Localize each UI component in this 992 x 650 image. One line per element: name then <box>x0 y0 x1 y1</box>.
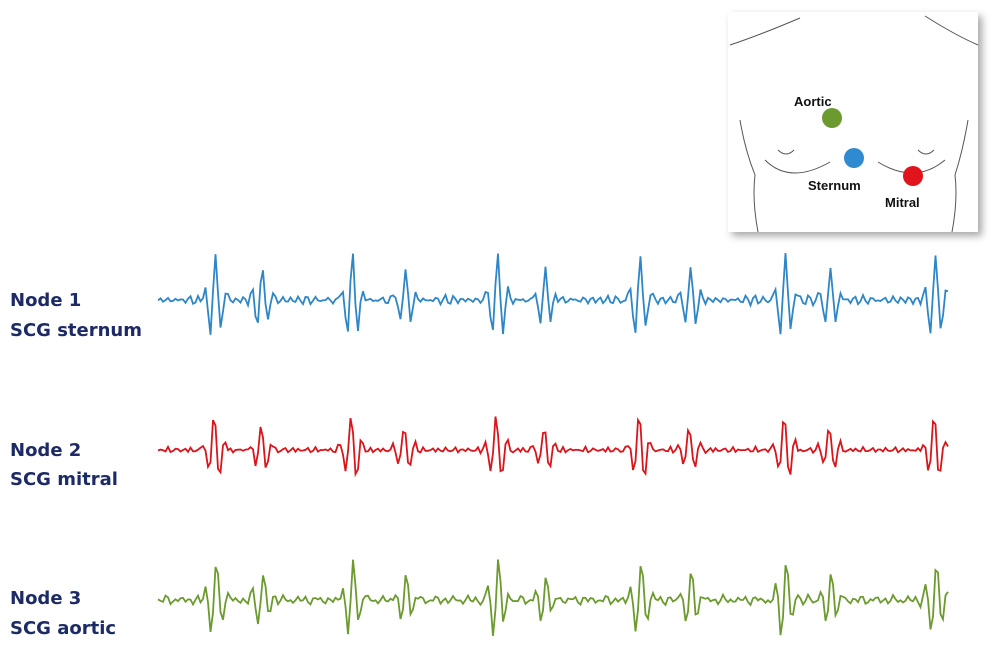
sensor-label: SCG aortic <box>10 618 116 639</box>
node-label: Node 2 <box>10 440 81 461</box>
node-label: Node 3 <box>10 588 81 609</box>
node-label: Node 1 <box>10 290 81 311</box>
aortic-dot <box>822 108 842 128</box>
aortic-label: Aortic <box>794 94 832 109</box>
mitral-dot <box>903 166 923 186</box>
sensor-label: SCG sternum <box>10 320 142 341</box>
mitral-label: Mitral <box>885 195 920 210</box>
inset: Aortic Sternum Mitral <box>728 12 978 232</box>
waveform <box>158 560 948 636</box>
sensor-label: SCG mitral <box>10 469 118 490</box>
waveform <box>158 417 948 475</box>
sternum-dot <box>844 148 864 168</box>
figure: Aortic Sternum Mitral Node 1 SCG sternum… <box>0 0 992 650</box>
inset-box <box>728 12 978 232</box>
sternum-label: Sternum <box>808 178 861 193</box>
waveform <box>158 253 948 335</box>
